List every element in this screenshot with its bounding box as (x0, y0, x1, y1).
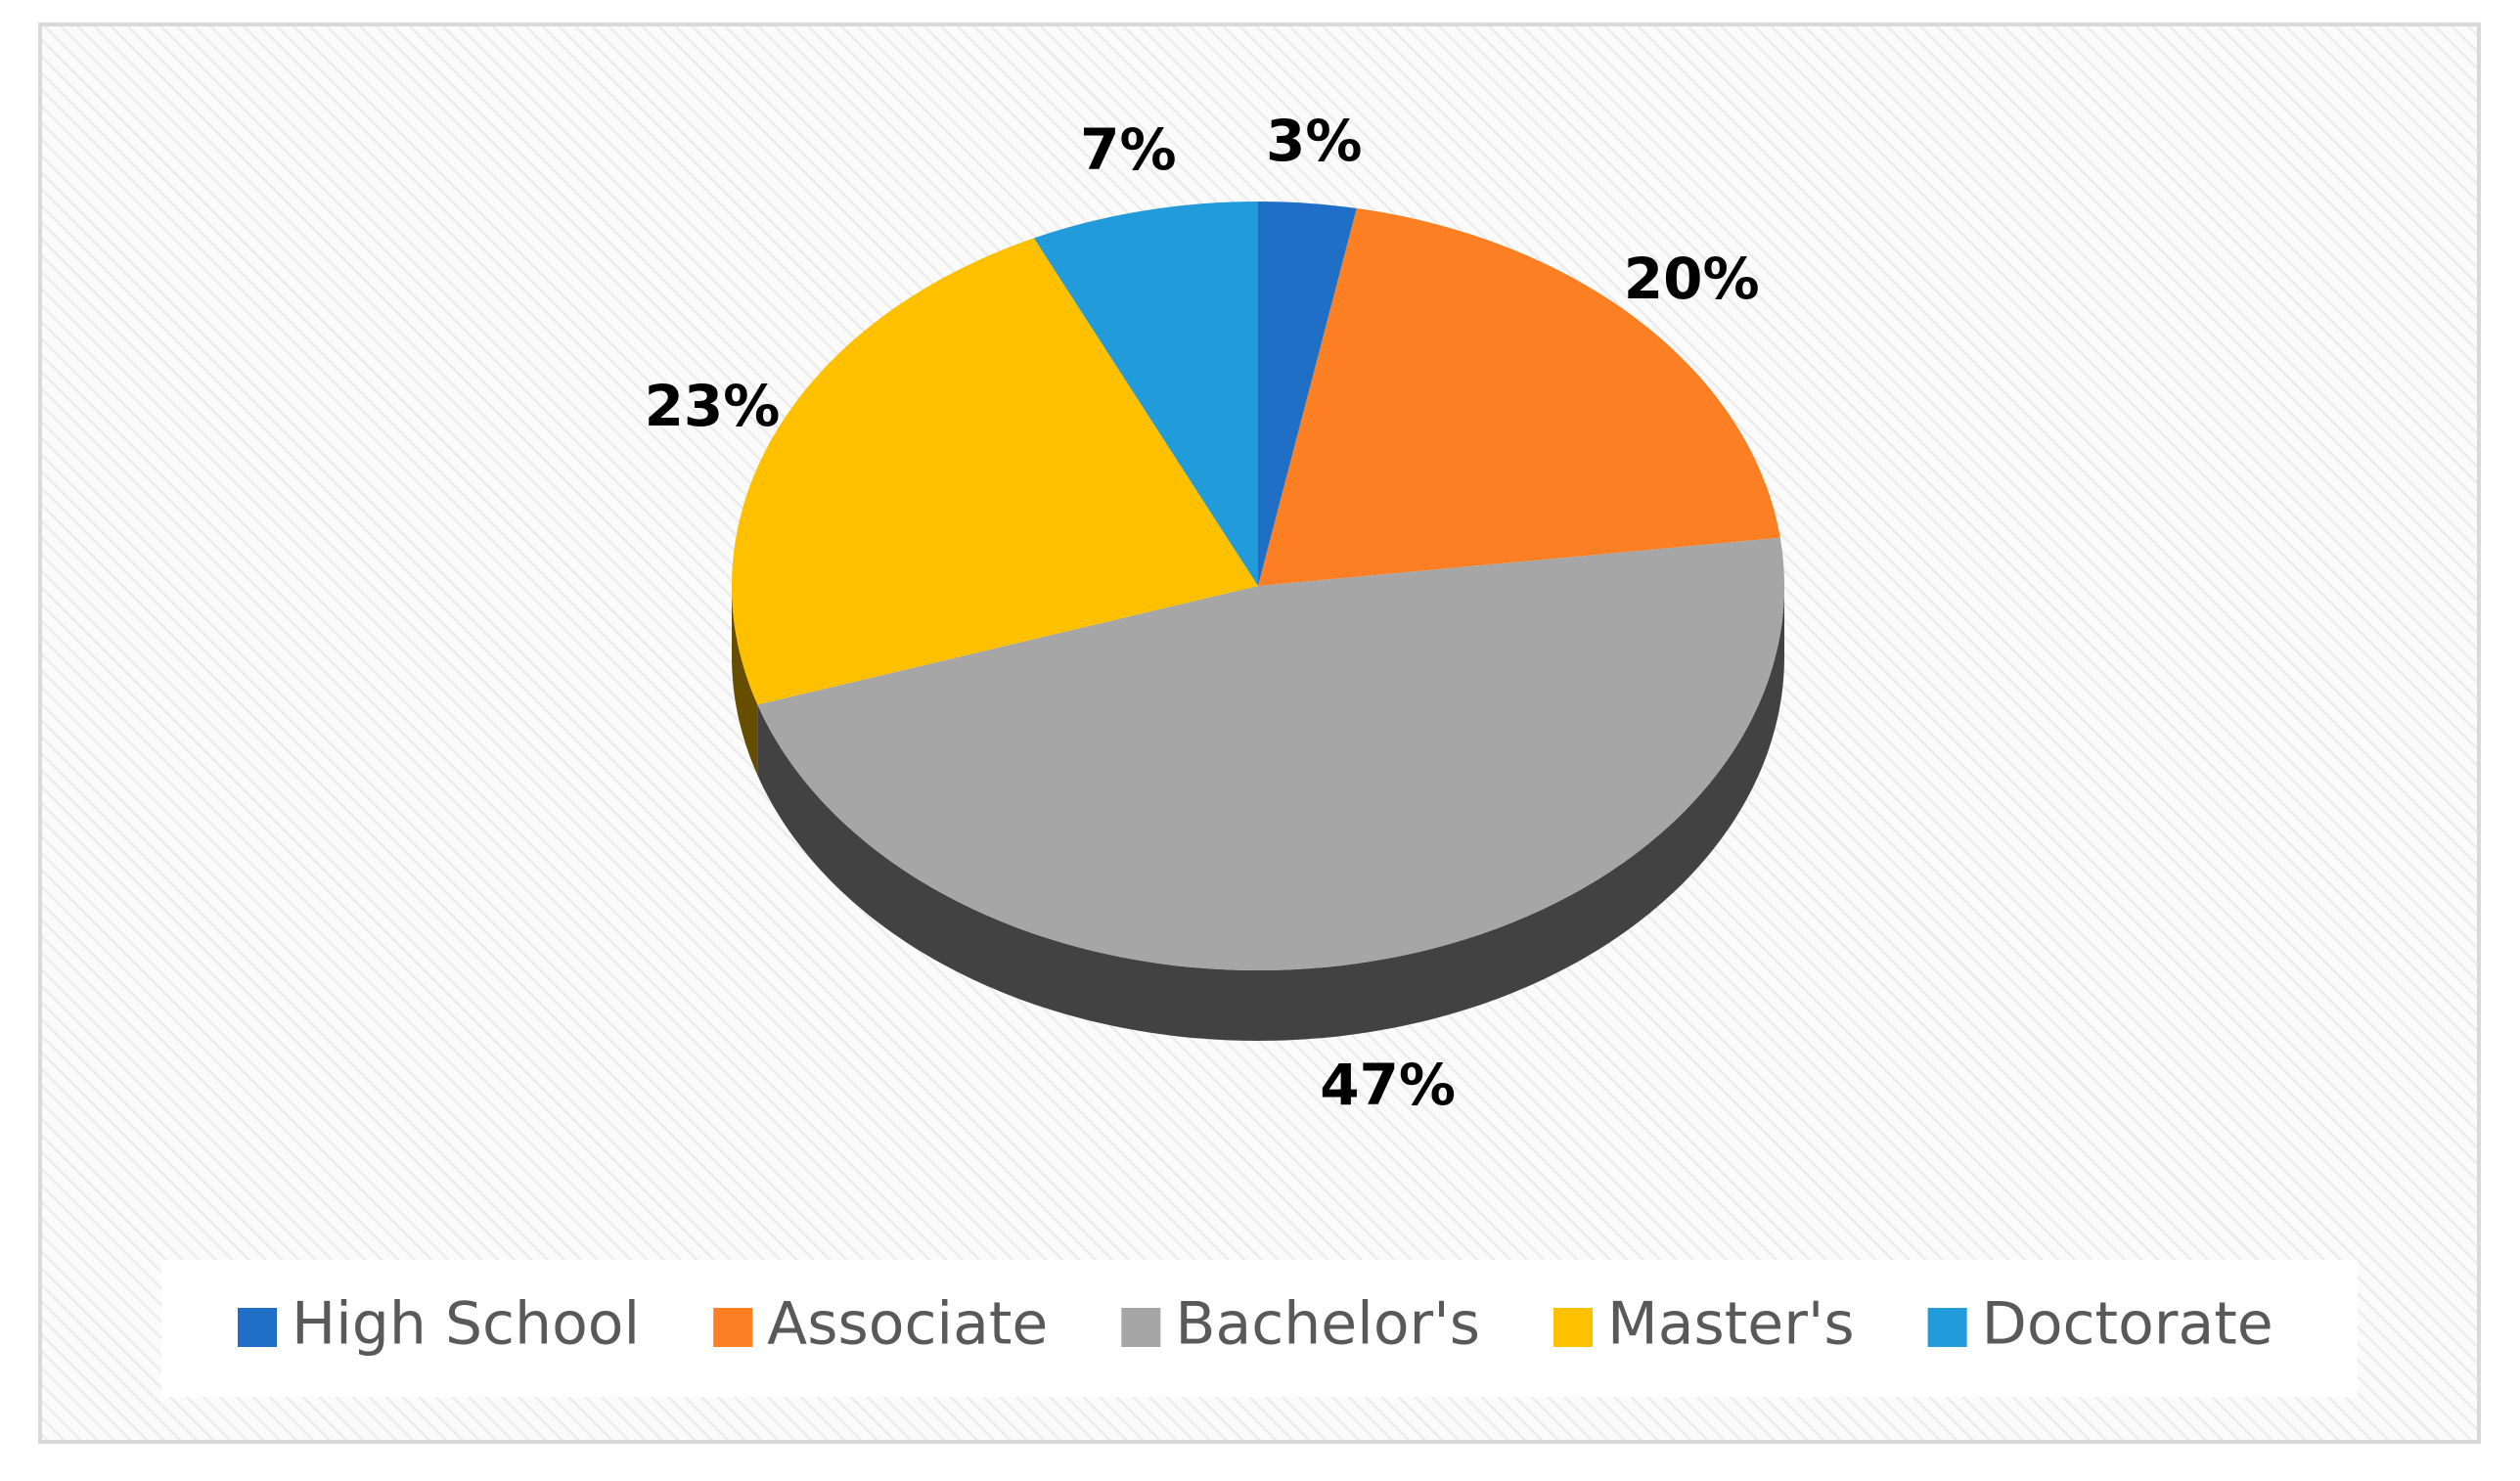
data-label: 20% (1624, 246, 1760, 312)
legend-swatch (238, 1308, 277, 1347)
legend-label: Master's (1607, 1290, 1855, 1359)
pie-side (732, 586, 758, 776)
legend-label: High School (292, 1290, 640, 1359)
legend: High School Associate Bachelor's Master's Do… (238, 1290, 2273, 1359)
pie-slice (757, 537, 1784, 970)
pie-slice (1033, 202, 1258, 586)
legend-swatch (1552, 1308, 1593, 1347)
legend-label: Bachelor's (1175, 1290, 1480, 1359)
legend-box (161, 1260, 2358, 1397)
pie: 3% 20% 47% 23% 7% (645, 108, 1784, 1118)
pie-side (757, 586, 1784, 1041)
legend-label: Doctorate (1982, 1290, 2273, 1359)
data-label: 23% (645, 373, 781, 439)
legend-swatch (1927, 1308, 1967, 1347)
pie-slice (1258, 208, 1780, 586)
data-label: 47% (1320, 1052, 1456, 1118)
pie-slice (732, 238, 1258, 705)
data-label: 7% (1080, 116, 1176, 183)
legend-swatch (1121, 1308, 1161, 1347)
pie-slice (1258, 202, 1357, 586)
data-label: 3% (1266, 108, 1362, 174)
legend-label: Associate (767, 1290, 1048, 1359)
legend-swatch (713, 1308, 753, 1347)
